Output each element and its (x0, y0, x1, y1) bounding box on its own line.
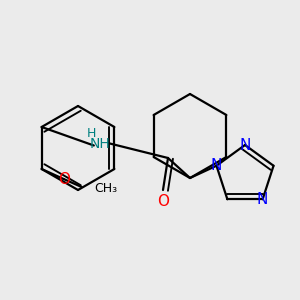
Text: O: O (157, 194, 169, 209)
Text: N: N (239, 137, 251, 152)
Text: NH: NH (89, 137, 110, 152)
Text: H: H (87, 127, 97, 140)
Text: O: O (58, 172, 70, 187)
Text: N: N (211, 158, 222, 173)
Text: N: N (257, 192, 268, 207)
Text: CH₃: CH₃ (94, 182, 118, 196)
